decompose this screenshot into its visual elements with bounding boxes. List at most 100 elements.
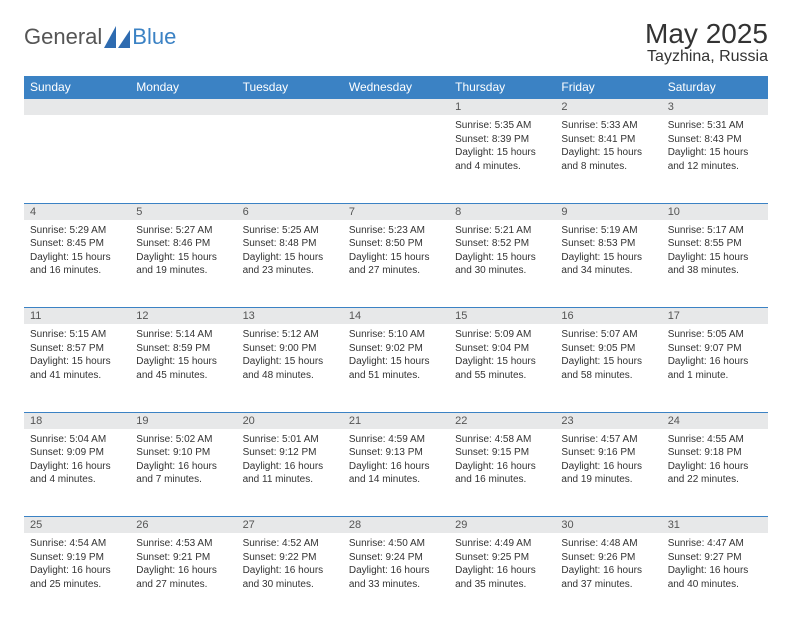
logo-sail-icon bbox=[104, 26, 130, 48]
day-cell: Sunrise: 5:33 AMSunset: 8:41 PMDaylight:… bbox=[555, 115, 661, 203]
sunrise-text: Sunrise: 5:02 AM bbox=[136, 433, 230, 447]
day-number: 16 bbox=[561, 310, 573, 322]
day-cell bbox=[237, 115, 343, 203]
sunset-text: Sunset: 8:45 PM bbox=[30, 237, 124, 251]
col-friday: Friday bbox=[555, 76, 661, 99]
daylight-text: Daylight: 16 hours and 33 minutes. bbox=[349, 564, 443, 591]
day-cell: Sunrise: 4:58 AMSunset: 9:15 PMDaylight:… bbox=[449, 429, 555, 517]
day-number: 12 bbox=[136, 310, 148, 322]
day-number-cell: 20 bbox=[237, 412, 343, 429]
day-cell: Sunrise: 4:54 AMSunset: 9:19 PMDaylight:… bbox=[24, 533, 130, 621]
day-number: 1 bbox=[455, 101, 461, 113]
day-number: 11 bbox=[30, 310, 41, 322]
daynum-row: 18192021222324 bbox=[24, 412, 768, 429]
day-cell: Sunrise: 5:12 AMSunset: 9:00 PMDaylight:… bbox=[237, 324, 343, 412]
sunrise-text: Sunrise: 4:57 AM bbox=[561, 433, 655, 447]
daylight-text: Daylight: 16 hours and 40 minutes. bbox=[668, 564, 762, 591]
sunrise-text: Sunrise: 4:54 AM bbox=[30, 537, 124, 551]
daylight-text: Daylight: 15 hours and 8 minutes. bbox=[561, 146, 655, 173]
day-number-cell: 31 bbox=[662, 517, 768, 534]
day-cell: Sunrise: 5:09 AMSunset: 9:04 PMDaylight:… bbox=[449, 324, 555, 412]
page-header: General Blue May 2025 Tayzhina, Russia bbox=[24, 18, 768, 66]
day-number-cell: 19 bbox=[130, 412, 236, 429]
day-number-cell: 10 bbox=[662, 203, 768, 220]
day-cell-body: Sunrise: 4:48 AMSunset: 9:26 PMDaylight:… bbox=[555, 533, 661, 597]
day-cell: Sunrise: 4:49 AMSunset: 9:25 PMDaylight:… bbox=[449, 533, 555, 621]
day-number-cell: 1 bbox=[449, 99, 555, 116]
day-number-cell: 15 bbox=[449, 308, 555, 325]
day-cell: Sunrise: 5:14 AMSunset: 8:59 PMDaylight:… bbox=[130, 324, 236, 412]
title-block: May 2025 Tayzhina, Russia bbox=[645, 18, 768, 66]
day-number-cell: 14 bbox=[343, 308, 449, 325]
daynum-row: 45678910 bbox=[24, 203, 768, 220]
day-cell-body: Sunrise: 5:21 AMSunset: 8:52 PMDaylight:… bbox=[449, 220, 555, 284]
day-number-cell bbox=[130, 99, 236, 116]
day-cell-body: Sunrise: 5:12 AMSunset: 9:00 PMDaylight:… bbox=[237, 324, 343, 388]
day-number-cell: 5 bbox=[130, 203, 236, 220]
day-cell-body: Sunrise: 4:59 AMSunset: 9:13 PMDaylight:… bbox=[343, 429, 449, 493]
day-number: 8 bbox=[455, 206, 461, 218]
sunrise-text: Sunrise: 5:04 AM bbox=[30, 433, 124, 447]
sunset-text: Sunset: 8:57 PM bbox=[30, 342, 124, 356]
sunset-text: Sunset: 9:12 PM bbox=[243, 446, 337, 460]
sunrise-text: Sunrise: 4:48 AM bbox=[561, 537, 655, 551]
daylight-text: Daylight: 16 hours and 30 minutes. bbox=[243, 564, 337, 591]
daylight-text: Daylight: 15 hours and 34 minutes. bbox=[561, 251, 655, 278]
daylight-text: Daylight: 15 hours and 16 minutes. bbox=[30, 251, 124, 278]
logo: General Blue bbox=[24, 24, 176, 50]
daylight-text: Daylight: 15 hours and 41 minutes. bbox=[30, 355, 124, 382]
daynum-row: 123 bbox=[24, 99, 768, 116]
sunset-text: Sunset: 9:15 PM bbox=[455, 446, 549, 460]
day-cell-body: Sunrise: 4:53 AMSunset: 9:21 PMDaylight:… bbox=[130, 533, 236, 597]
day-number-cell: 23 bbox=[555, 412, 661, 429]
daylight-text: Daylight: 16 hours and 1 minute. bbox=[668, 355, 762, 382]
day-cell-body: Sunrise: 5:33 AMSunset: 8:41 PMDaylight:… bbox=[555, 115, 661, 179]
sunrise-text: Sunrise: 4:59 AM bbox=[349, 433, 443, 447]
sunset-text: Sunset: 9:10 PM bbox=[136, 446, 230, 460]
sunrise-text: Sunrise: 5:33 AM bbox=[561, 119, 655, 133]
day-cell-body: Sunrise: 5:14 AMSunset: 8:59 PMDaylight:… bbox=[130, 324, 236, 388]
day-number: 27 bbox=[243, 519, 255, 531]
day-number: 2 bbox=[561, 101, 567, 113]
daylight-text: Daylight: 15 hours and 12 minutes. bbox=[668, 146, 762, 173]
sunrise-text: Sunrise: 5:29 AM bbox=[30, 224, 124, 238]
day-cell-body: Sunrise: 4:47 AMSunset: 9:27 PMDaylight:… bbox=[662, 533, 768, 597]
day-cell-body: Sunrise: 5:27 AMSunset: 8:46 PMDaylight:… bbox=[130, 220, 236, 284]
day-number-cell: 7 bbox=[343, 203, 449, 220]
day-cell-body: Sunrise: 5:15 AMSunset: 8:57 PMDaylight:… bbox=[24, 324, 130, 388]
day-cell: Sunrise: 5:04 AMSunset: 9:09 PMDaylight:… bbox=[24, 429, 130, 517]
day-number-cell: 8 bbox=[449, 203, 555, 220]
sunset-text: Sunset: 8:55 PM bbox=[668, 237, 762, 251]
sunset-text: Sunset: 9:05 PM bbox=[561, 342, 655, 356]
day-number-cell bbox=[343, 99, 449, 116]
day-cell bbox=[24, 115, 130, 203]
sunrise-text: Sunrise: 5:31 AM bbox=[668, 119, 762, 133]
day-cell-body: Sunrise: 5:25 AMSunset: 8:48 PMDaylight:… bbox=[237, 220, 343, 284]
day-cell: Sunrise: 4:57 AMSunset: 9:16 PMDaylight:… bbox=[555, 429, 661, 517]
daylight-text: Daylight: 15 hours and 38 minutes. bbox=[668, 251, 762, 278]
day-number-cell: 22 bbox=[449, 412, 555, 429]
sunrise-text: Sunrise: 4:49 AM bbox=[455, 537, 549, 551]
day-number-cell: 9 bbox=[555, 203, 661, 220]
sunrise-text: Sunrise: 4:53 AM bbox=[136, 537, 230, 551]
day-number: 25 bbox=[30, 519, 42, 531]
sunrise-text: Sunrise: 5:07 AM bbox=[561, 328, 655, 342]
day-number: 9 bbox=[561, 206, 567, 218]
day-cell bbox=[130, 115, 236, 203]
day-cell: Sunrise: 5:17 AMSunset: 8:55 PMDaylight:… bbox=[662, 220, 768, 308]
day-number-cell: 27 bbox=[237, 517, 343, 534]
day-number-cell bbox=[24, 99, 130, 116]
sunrise-text: Sunrise: 5:12 AM bbox=[243, 328, 337, 342]
week-row: Sunrise: 5:15 AMSunset: 8:57 PMDaylight:… bbox=[24, 324, 768, 412]
day-number: 21 bbox=[349, 415, 361, 427]
location-label: Tayzhina, Russia bbox=[645, 48, 768, 66]
day-cell: Sunrise: 5:25 AMSunset: 8:48 PMDaylight:… bbox=[237, 220, 343, 308]
sunset-text: Sunset: 9:04 PM bbox=[455, 342, 549, 356]
sunset-text: Sunset: 9:24 PM bbox=[349, 551, 443, 565]
sunrise-text: Sunrise: 4:58 AM bbox=[455, 433, 549, 447]
sunset-text: Sunset: 8:39 PM bbox=[455, 133, 549, 147]
calendar-page: General Blue May 2025 Tayzhina, Russia S… bbox=[0, 0, 792, 639]
sunset-text: Sunset: 8:59 PM bbox=[136, 342, 230, 356]
day-cell: Sunrise: 4:53 AMSunset: 9:21 PMDaylight:… bbox=[130, 533, 236, 621]
day-number-cell: 12 bbox=[130, 308, 236, 325]
